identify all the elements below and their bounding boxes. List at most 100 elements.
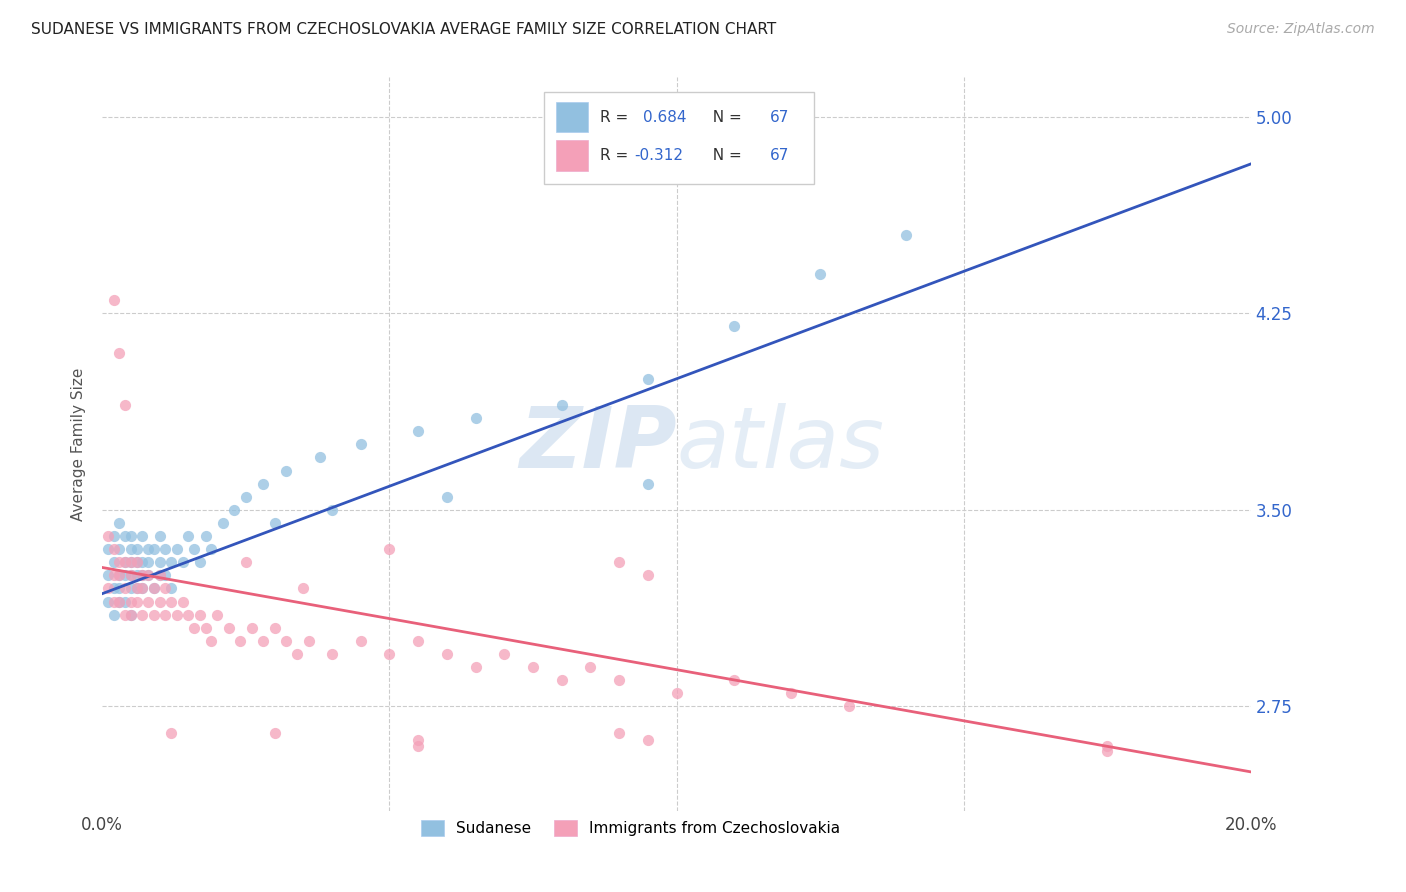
Point [263,516,285,530]
Point [321,503,343,517]
Point [120,594,142,608]
Point [637,568,659,582]
Point [160,582,183,596]
Point [155,607,177,622]
Point [177,529,200,543]
Point [97,542,120,557]
Point [114,529,136,543]
Point [838,699,860,714]
Point [172,594,194,608]
Text: N =: N = [703,148,747,162]
Point [780,686,803,700]
Point [103,529,125,543]
Point [263,621,285,635]
Point [131,607,153,622]
Point [114,582,136,596]
Point [378,542,401,557]
Y-axis label: Average Family Size: Average Family Size [72,368,86,521]
Point [224,503,246,517]
Point [723,673,745,688]
Point [108,568,131,582]
Point [142,607,165,622]
Point [309,450,332,465]
Point [436,490,458,504]
Point [120,582,142,596]
Point [125,582,148,596]
Point [97,568,120,582]
Text: R =: R = [599,148,633,162]
Legend: Sudanese, Immigrants from Czechoslovakia: Sudanese, Immigrants from Czechoslovakia [413,813,848,844]
Point [149,555,172,569]
Point [263,725,285,739]
Point [120,529,142,543]
Point [350,437,373,451]
Point [103,542,125,557]
Point [218,621,240,635]
Point [183,621,205,635]
Point [522,660,544,674]
Point [406,733,429,747]
Point [103,293,125,308]
Point [607,725,630,739]
Point [114,607,136,622]
Point [136,555,159,569]
Point [808,267,831,281]
Point [114,594,136,608]
Text: Source: ZipAtlas.com: Source: ZipAtlas.com [1227,22,1375,37]
Point [188,555,211,569]
Point [108,594,131,608]
Point [103,607,125,622]
Point [896,227,918,242]
Point [252,633,274,648]
Point [665,686,688,700]
Point [183,542,205,557]
Point [108,582,131,596]
Point [436,647,458,661]
Point [607,673,630,688]
Point [406,424,429,438]
Point [103,568,125,582]
Point [1097,744,1119,758]
Point [142,582,165,596]
FancyBboxPatch shape [544,92,814,184]
Point [406,739,429,753]
Point [166,542,188,557]
Point [464,660,486,674]
Point [131,568,153,582]
Point [172,555,194,569]
Point [149,568,172,582]
Point [108,594,131,608]
Point [103,594,125,608]
Text: SUDANESE VS IMMIGRANTS FROM CZECHOSLOVAKIA AVERAGE FAMILY SIZE CORRELATION CHART: SUDANESE VS IMMIGRANTS FROM CZECHOSLOVAK… [31,22,776,37]
Point [406,633,429,648]
Point [550,398,572,412]
Point [142,582,165,596]
Text: 0.684: 0.684 [643,110,686,125]
Point [125,582,148,596]
Point [97,582,120,596]
Point [136,568,159,582]
Point [160,555,183,569]
Point [229,633,252,648]
Point [1097,739,1119,753]
Point [120,542,142,557]
Point [136,594,159,608]
Point [120,607,142,622]
Point [136,542,159,557]
Point [350,633,373,648]
Point [235,490,257,504]
Point [637,476,659,491]
Point [177,607,200,622]
Point [103,582,125,596]
Point [108,542,131,557]
Point [274,463,297,477]
Point [240,621,263,635]
Point [464,411,486,425]
Point [114,568,136,582]
Point [108,568,131,582]
Point [125,555,148,569]
Point [120,607,142,622]
Point [194,529,217,543]
Point [194,621,217,635]
Point [166,607,188,622]
